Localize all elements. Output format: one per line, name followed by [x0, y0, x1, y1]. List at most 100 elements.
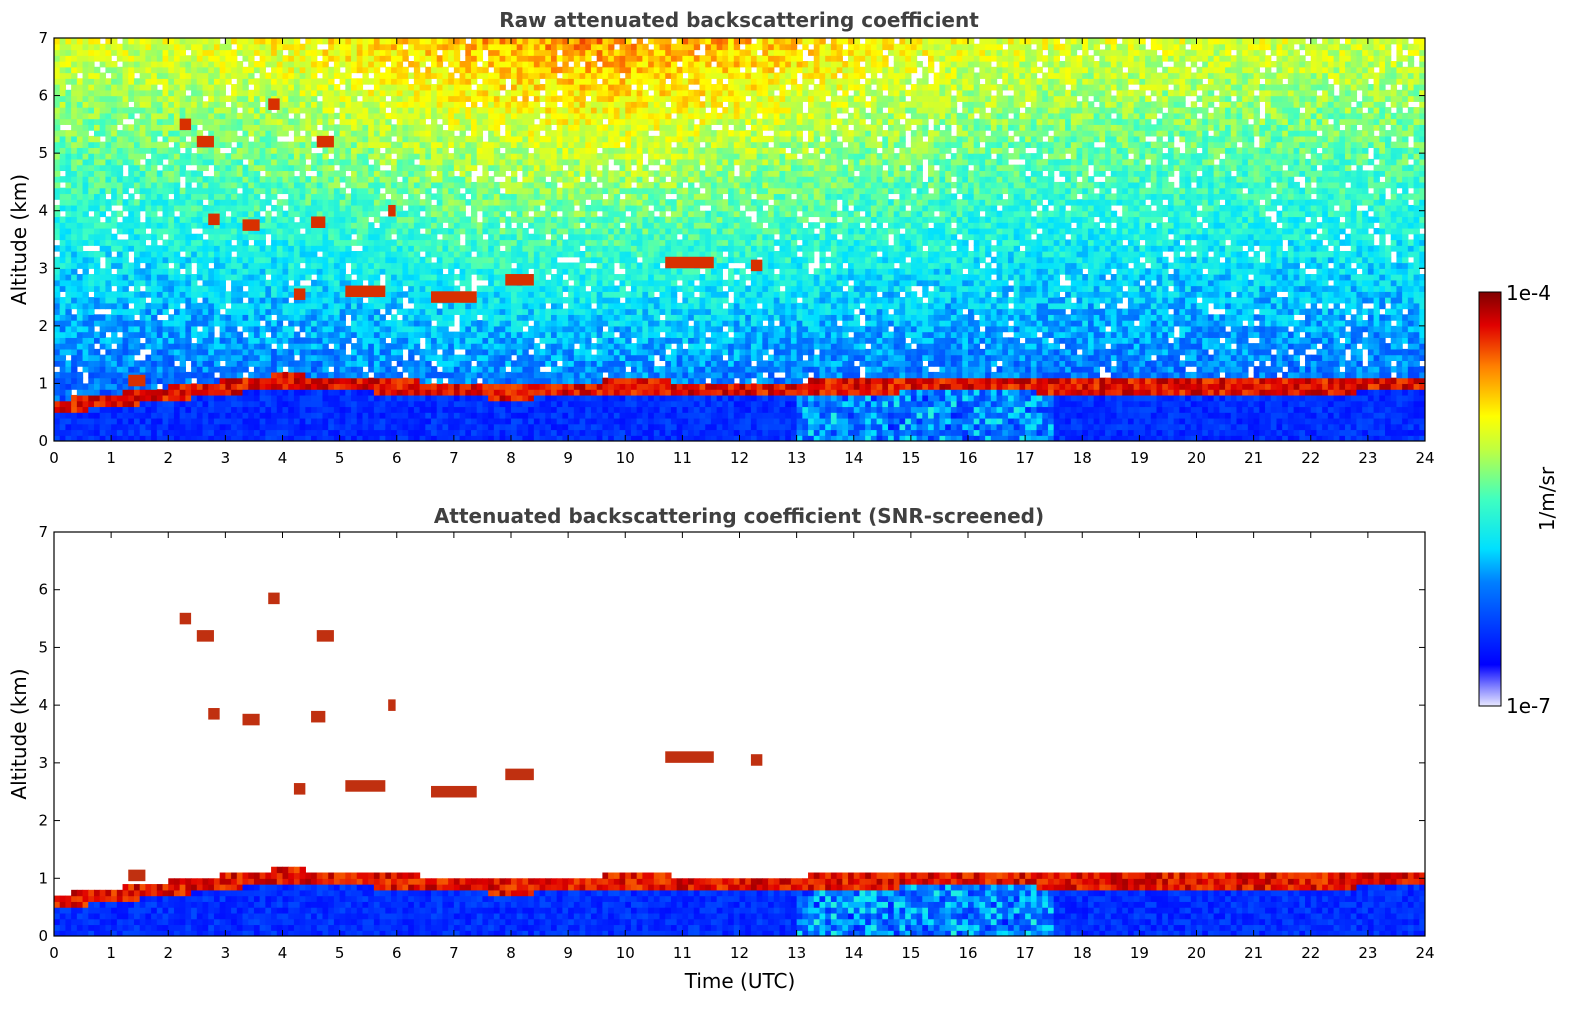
heatmap-cell [253, 38, 261, 45]
heatmap-cell [173, 199, 181, 206]
heatmap-cell [379, 101, 386, 108]
heatmap-cell [248, 176, 255, 183]
heatmap-cell [362, 193, 369, 200]
heatmap-cell [145, 124, 152, 131]
heatmap-cell [231, 187, 238, 195]
heatmap-cell [179, 204, 186, 212]
heatmap-cell [253, 429, 261, 436]
heatmap-cell [128, 406, 135, 413]
heatmap-cell [442, 417, 449, 425]
heatmap-cell [413, 274, 421, 281]
heatmap-cell [362, 78, 369, 85]
heatmap-cell [265, 112, 272, 120]
heatmap-cell [299, 400, 306, 408]
heatmap-cell [259, 308, 266, 315]
heatmap-cell [402, 130, 409, 137]
heatmap-cell [385, 308, 392, 315]
heatmap-cell [76, 233, 84, 241]
heatmap-cell [453, 343, 461, 350]
heatmap-cell [385, 124, 392, 131]
heatmap-cell [93, 377, 101, 385]
heatmap-cell [259, 239, 266, 246]
heatmap-cell [208, 199, 215, 206]
heatmap-cell [299, 366, 306, 373]
heatmap-cell [253, 354, 261, 361]
heatmap-cell [259, 204, 266, 212]
heatmap-cell [448, 233, 455, 241]
heatmap-cell [356, 84, 364, 91]
heatmap-cell [442, 279, 449, 287]
heatmap-cell [111, 181, 118, 189]
heatmap-cell [93, 72, 101, 79]
heatmap-cell [396, 130, 404, 137]
heatmap-cell [128, 383, 135, 390]
heatmap-cell [322, 181, 329, 189]
heatmap-cell [168, 61, 175, 68]
heatmap-cell [202, 302, 209, 310]
heatmap-cell [293, 417, 301, 425]
heatmap-cell [465, 124, 472, 131]
heatmap-cell [402, 135, 409, 143]
heatmap-cell [253, 95, 261, 102]
heatmap-cell [59, 38, 67, 45]
heatmap-cell [128, 412, 135, 419]
heatmap-cell [276, 89, 284, 97]
heatmap-cell [471, 199, 478, 206]
heatmap-cell [71, 297, 78, 304]
heatmap-cell [93, 389, 101, 396]
heatmap-cell [145, 245, 152, 252]
heatmap-cell [288, 227, 295, 235]
heatmap-cell [253, 268, 261, 275]
heatmap-cell [459, 320, 466, 327]
heatmap-cell [425, 343, 432, 350]
heatmap-cell [373, 199, 381, 206]
heatmap-cell [459, 66, 466, 74]
heatmap-cell [293, 262, 301, 269]
heatmap-cell [139, 308, 146, 315]
heatmap-cell [162, 222, 169, 229]
heatmap-cell [208, 268, 215, 275]
heatmap-cell [448, 314, 455, 321]
heatmap-cell [299, 377, 306, 385]
heatmap-cell [391, 400, 398, 408]
heatmap-cell [482, 302, 489, 310]
heatmap-cell [93, 222, 101, 229]
heatmap-cell [145, 135, 152, 143]
heatmap-cell [71, 49, 78, 56]
heatmap-cell [225, 291, 232, 298]
heatmap-cell [88, 383, 95, 390]
heatmap-cell [259, 124, 266, 131]
heatmap-cell [236, 135, 244, 143]
heatmap-cell [265, 400, 272, 408]
heatmap-cell [265, 158, 272, 166]
heatmap-cell [396, 331, 404, 338]
heatmap-cell [368, 78, 375, 85]
heatmap-cell [282, 141, 289, 148]
heatmap-cell [299, 337, 306, 344]
heatmap-cell [145, 337, 152, 344]
heatmap-cell [139, 435, 146, 441]
heatmap-cell [362, 170, 369, 177]
heatmap-cell [419, 61, 426, 68]
heatmap-cell [442, 245, 449, 252]
heatmap-cell [351, 331, 358, 338]
heatmap-cell [71, 101, 78, 108]
heatmap-cell [362, 158, 369, 166]
heatmap-cell [288, 371, 295, 379]
heatmap-cell [76, 337, 84, 344]
heatmap-cell [448, 124, 455, 131]
heatmap-cell [333, 377, 341, 385]
heatmap-cell [156, 435, 164, 441]
heatmap-cell [408, 193, 415, 200]
heatmap-cell [213, 308, 221, 315]
heatmap-cell [431, 429, 438, 436]
heatmap-cell [351, 176, 358, 183]
heatmap-cell [173, 176, 181, 183]
heatmap-cell [173, 337, 181, 344]
heatmap-cell [305, 302, 312, 310]
heatmap-cell [116, 268, 124, 275]
heatmap-cell [328, 360, 335, 367]
heatmap-cell [231, 153, 238, 160]
heatmap-cell [236, 354, 244, 361]
heatmap-cell [122, 417, 129, 425]
